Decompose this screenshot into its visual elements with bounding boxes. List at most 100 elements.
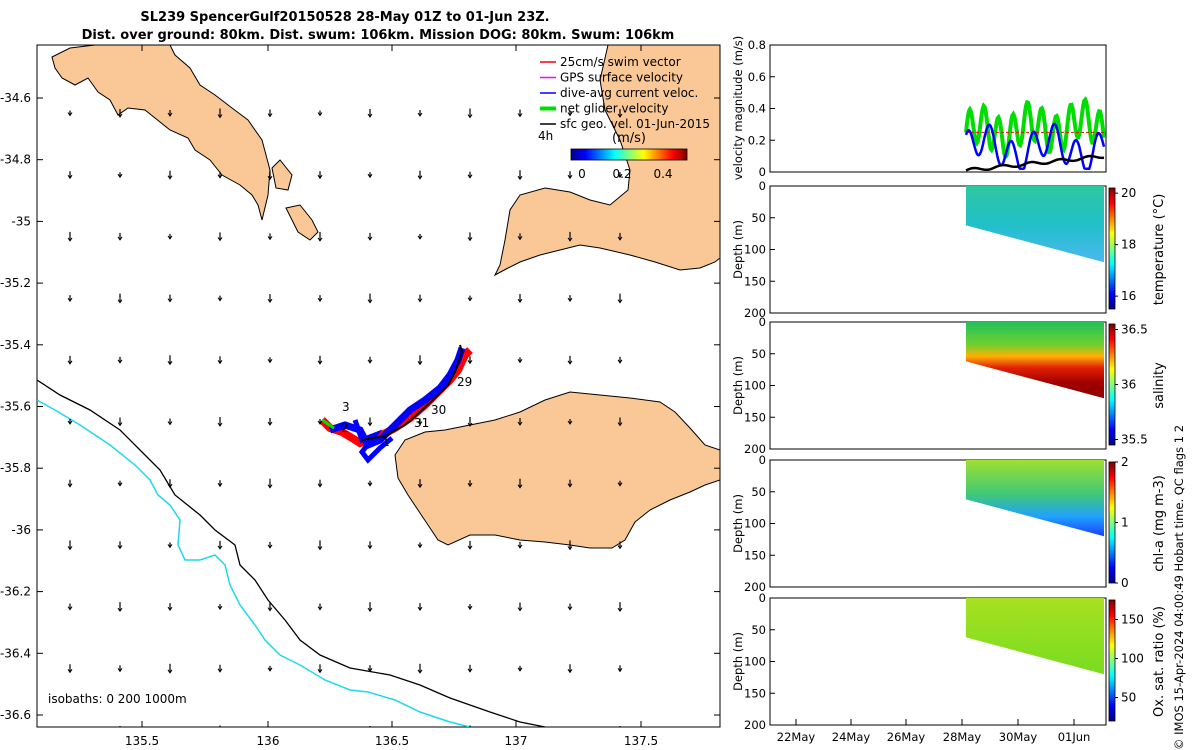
surface-velocity-field bbox=[67, 108, 623, 735]
time-tick-label: 26May bbox=[887, 730, 926, 744]
colorbar-tick-label: 0 bbox=[1121, 576, 1129, 590]
velocity-arrowhead bbox=[467, 114, 473, 119]
side-note: © IMOS 15-Apr-2024 04:00:49 Hobart time.… bbox=[1172, 425, 1186, 750]
velocity-arrowhead bbox=[517, 421, 523, 426]
velocity-arrowhead bbox=[617, 545, 623, 550]
velocity-arrowhead bbox=[317, 297, 323, 303]
velocity-arrowhead bbox=[517, 544, 523, 549]
glider-track bbox=[319, 344, 473, 464]
map-xtick-label: 137.5 bbox=[624, 734, 658, 748]
velocity-arrowhead bbox=[617, 668, 623, 673]
velocity-arrowhead bbox=[117, 607, 123, 613]
velocity-arrowhead bbox=[217, 360, 223, 365]
velocity-arrowhead bbox=[67, 237, 73, 242]
time-tick-label: 01Jun bbox=[1058, 730, 1091, 744]
day-label-31: 31 bbox=[414, 416, 429, 430]
velocity-arrowhead bbox=[67, 483, 73, 488]
velocity-arrowhead bbox=[367, 607, 373, 613]
day-label-3: 3 bbox=[342, 400, 350, 414]
right-panels: 0 0.2 0.4 0.6 0.8 velocity magnitude (m/s) 0… bbox=[731, 36, 1186, 750]
velocity-arrowhead bbox=[217, 237, 223, 242]
velocity-arrowhead bbox=[317, 174, 323, 180]
time-axis: 22May 24May 26May 28May 30May 01Jun bbox=[777, 719, 1091, 744]
velocity-arrowhead bbox=[67, 112, 73, 117]
speed-colorbar bbox=[570, 148, 688, 161]
velocity-arrowhead bbox=[317, 669, 323, 674]
vel-ytick-label: 0.8 bbox=[748, 38, 766, 52]
velocity-arrowhead bbox=[567, 112, 573, 117]
velocity-arrowhead bbox=[567, 483, 573, 488]
velocity-arrowhead bbox=[417, 421, 423, 426]
velocity-arrowhead bbox=[367, 422, 373, 427]
velocity-arrowhead bbox=[467, 174, 473, 179]
map-ytick-label: -34.6 bbox=[0, 91, 31, 105]
velocity-arrowhead bbox=[217, 174, 223, 179]
velocity-arrowhead bbox=[167, 175, 173, 180]
map-ytick-label: -35.6 bbox=[0, 400, 31, 414]
time-tick-label: 30May bbox=[999, 730, 1038, 744]
vel-ytick-label: 0.6 bbox=[748, 70, 766, 84]
velocity-panel bbox=[769, 44, 1107, 173]
section-ytick-label: 150 bbox=[744, 410, 766, 424]
velocity-arrowhead bbox=[517, 298, 523, 304]
velocity-arrowhead bbox=[617, 422, 623, 427]
colorbar-label: chl-a (mg m-3) bbox=[1152, 475, 1167, 572]
vel-series-black bbox=[965, 154, 1105, 172]
velocity-arrowhead bbox=[417, 483, 423, 489]
velocity-arrowhead bbox=[467, 237, 473, 242]
section-panel-2: 0 50 100 150 200 Depth (m) 36.5 36 35.5 salinity bbox=[731, 315, 1167, 456]
landmass-yorke bbox=[51, 45, 271, 221]
day-label-1: 1 bbox=[382, 435, 390, 449]
velocity-arrowhead bbox=[467, 668, 473, 673]
velocity-arrowhead bbox=[417, 669, 423, 674]
section-data bbox=[966, 322, 1104, 399]
velocity-arrowhead bbox=[618, 731, 622, 734]
colorbar-tick-1: 0.2 bbox=[612, 167, 631, 181]
velocity-arrowhead bbox=[467, 360, 473, 365]
velocity-arrowhead bbox=[367, 545, 373, 550]
velocity-arrowhead bbox=[67, 606, 73, 611]
velocity-arrowhead bbox=[317, 546, 323, 551]
velocity-arrowhead bbox=[218, 732, 222, 735]
velocity-arrowhead bbox=[517, 359, 523, 364]
velocity-arrowhead bbox=[517, 113, 523, 118]
velocity-arrowhead bbox=[617, 607, 623, 613]
section-ytick-label: 100 bbox=[744, 379, 766, 393]
time-tick-label: 24May bbox=[832, 730, 871, 744]
velocity-arrowhead bbox=[367, 113, 373, 118]
velocity-arrowhead bbox=[467, 297, 473, 302]
velocity-arrowhead bbox=[317, 360, 323, 365]
velocity-arrowhead bbox=[418, 730, 422, 733]
isobath-1000 bbox=[37, 399, 471, 727]
velocity-arrowhead bbox=[167, 112, 173, 117]
day-label-30: 30 bbox=[431, 403, 446, 417]
velocity-arrowhead bbox=[267, 359, 273, 364]
map-ytick-label: -34.8 bbox=[0, 153, 31, 167]
legend-label: 25cm/s swim vector bbox=[560, 55, 681, 69]
velocity-arrowhead bbox=[417, 544, 423, 549]
velocity-arrowhead bbox=[67, 669, 73, 674]
map-ytick-label: -36 bbox=[11, 523, 31, 537]
velocity-arrowhead bbox=[368, 731, 372, 734]
vel-ytick-label: 0 bbox=[759, 165, 766, 179]
section-ytick-label: 100 bbox=[744, 243, 766, 257]
velocity-arrowhead bbox=[467, 545, 473, 550]
section-ytick-label: 0 bbox=[759, 453, 766, 467]
section-colorbar bbox=[1108, 323, 1116, 446]
section-data bbox=[966, 598, 1104, 675]
velocity-arrowhead bbox=[617, 359, 623, 364]
map-legend: 25cm/s swim vector GPS surface velocitydi… bbox=[538, 55, 710, 181]
velocity-arrowhead bbox=[117, 422, 123, 427]
velocity-arrowhead bbox=[267, 236, 273, 241]
colorbar-tick-label: 35.5 bbox=[1121, 433, 1148, 447]
velocity-arrowhead bbox=[317, 112, 323, 117]
velocity-arrowhead bbox=[568, 730, 572, 733]
section-ylabel: Depth (m) bbox=[731, 220, 745, 279]
velocity-arrowhead bbox=[617, 113, 623, 118]
velocity-arrowhead bbox=[267, 421, 273, 426]
section-ytick-label: 50 bbox=[751, 485, 766, 499]
colorbar-tick-label: 50 bbox=[1121, 691, 1136, 705]
velocity-arrowhead bbox=[67, 297, 73, 303]
section-data bbox=[966, 186, 1104, 263]
section-ytick-label: 150 bbox=[744, 548, 766, 562]
